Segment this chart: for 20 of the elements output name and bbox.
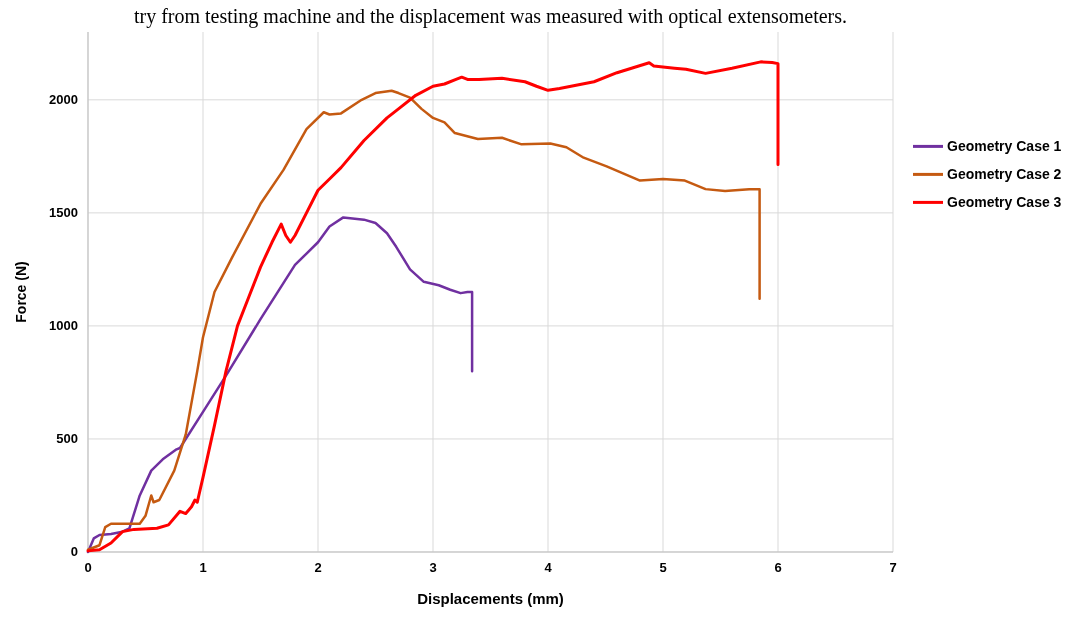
x-tick-label: 3	[429, 560, 437, 575]
x-tick-label: 4	[544, 560, 553, 575]
line-series	[86, 216, 474, 554]
legend-label: Geometry Case 2	[947, 166, 1062, 183]
x-axis-title: Displacements (mm)	[417, 590, 564, 607]
legend-label: Geometry Case 1	[947, 138, 1062, 155]
y-axis-title: Force (N)	[13, 261, 29, 323]
y-tick-label: 0	[70, 544, 78, 559]
y-tick-label: 2000	[49, 91, 78, 107]
x-tick-label: 7	[889, 560, 897, 575]
y-tick-label: 1000	[49, 317, 78, 333]
y-tick-label: 500	[56, 430, 78, 446]
x-tick-label: 2	[314, 560, 322, 575]
x-tick-label: 1	[199, 560, 207, 575]
y-tick-label: 1500	[49, 204, 78, 220]
legend-label: Geometry Case 3	[947, 194, 1062, 211]
x-tick-label: 0	[84, 560, 92, 575]
text: try from testing machine and the displacement was measured with optical extensometers.	[133, 5, 848, 28]
x-tick-label: 5	[659, 560, 667, 575]
x-tick-label: 6	[774, 560, 782, 575]
